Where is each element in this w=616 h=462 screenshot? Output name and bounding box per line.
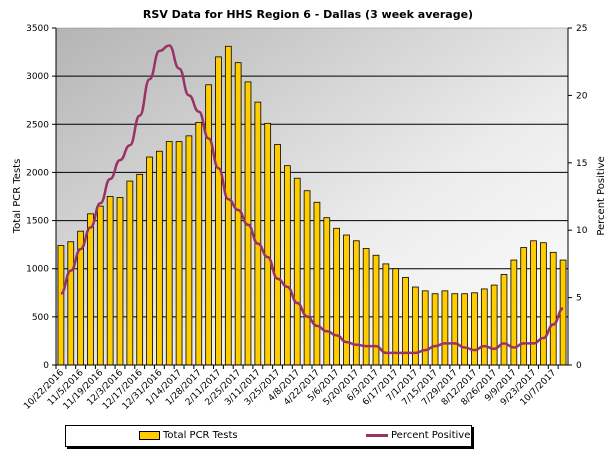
y2-tick-label: 10 bbox=[576, 226, 588, 236]
bar bbox=[559, 259, 567, 366]
bar bbox=[372, 254, 380, 366]
y2-axis-title: Percent Positive bbox=[596, 156, 607, 235]
bar bbox=[520, 247, 528, 366]
bar bbox=[510, 259, 518, 366]
legend-label: Percent Positive bbox=[391, 430, 471, 441]
bar bbox=[195, 121, 203, 366]
y-tick-label: 3500 bbox=[26, 24, 49, 34]
bar bbox=[185, 135, 193, 366]
line-swatch-icon bbox=[366, 434, 388, 437]
bar bbox=[392, 268, 400, 366]
bar bbox=[490, 284, 498, 366]
bar bbox=[264, 122, 272, 366]
legend-item-percent-positive: Percent Positive bbox=[366, 430, 470, 441]
bar bbox=[274, 144, 281, 366]
bar bbox=[540, 242, 547, 366]
bar bbox=[313, 201, 321, 366]
y2-tick-label: 15 bbox=[576, 159, 587, 169]
bar bbox=[205, 84, 212, 366]
bar-swatch-icon bbox=[139, 431, 160, 440]
bar bbox=[96, 205, 104, 366]
bar bbox=[254, 101, 262, 366]
y-tick-label: 1000 bbox=[26, 265, 49, 275]
bar bbox=[441, 290, 449, 366]
legend-item-total-pcr: Total PCR Tests bbox=[139, 430, 238, 441]
bar bbox=[549, 251, 557, 366]
bar bbox=[480, 288, 488, 366]
bar bbox=[156, 150, 163, 366]
y2-tick-label: 0 bbox=[576, 361, 582, 371]
bar bbox=[352, 240, 360, 366]
bar bbox=[471, 292, 478, 366]
bar bbox=[165, 141, 173, 366]
y-axis-title: Total PCR Tests bbox=[12, 159, 23, 235]
bar bbox=[431, 293, 439, 366]
bar bbox=[67, 241, 75, 366]
bar bbox=[530, 240, 537, 366]
y2-tick-label: 25 bbox=[576, 24, 587, 34]
y2-tick-label: 5 bbox=[576, 294, 582, 304]
bar bbox=[451, 293, 459, 366]
bar bbox=[362, 248, 370, 366]
y2-tick-label: 20 bbox=[576, 91, 588, 101]
bar bbox=[500, 274, 508, 366]
bar bbox=[461, 293, 468, 366]
bar bbox=[343, 234, 350, 366]
bar bbox=[382, 263, 390, 366]
bar bbox=[57, 245, 65, 366]
chart-title: RSV Data for HHS Region 6 - Dallas (3 we… bbox=[142, 8, 474, 21]
y-tick-label: 500 bbox=[32, 313, 49, 323]
bar bbox=[116, 197, 124, 366]
bar bbox=[215, 56, 222, 366]
y-tick-label: 0 bbox=[43, 361, 49, 371]
bar bbox=[175, 141, 183, 366]
y-tick-label: 2500 bbox=[26, 120, 49, 130]
legend: Total PCR Tests Percent Positive bbox=[65, 425, 472, 447]
y-tick-label: 2000 bbox=[26, 168, 49, 178]
bar bbox=[224, 45, 232, 366]
bar bbox=[303, 190, 311, 366]
bar bbox=[87, 213, 94, 366]
bar bbox=[106, 196, 114, 366]
bar bbox=[293, 177, 301, 366]
bar bbox=[136, 173, 144, 366]
bar bbox=[421, 290, 429, 366]
bar bbox=[323, 217, 331, 366]
bar bbox=[146, 156, 153, 366]
bar bbox=[234, 62, 242, 366]
legend-label: Total PCR Tests bbox=[163, 430, 238, 441]
y-tick-label: 1500 bbox=[26, 217, 49, 227]
percent-positive-line bbox=[60, 44, 564, 355]
bar bbox=[126, 180, 134, 366]
bar bbox=[284, 165, 291, 366]
y-tick-label: 3000 bbox=[26, 72, 49, 82]
bar bbox=[333, 227, 340, 366]
